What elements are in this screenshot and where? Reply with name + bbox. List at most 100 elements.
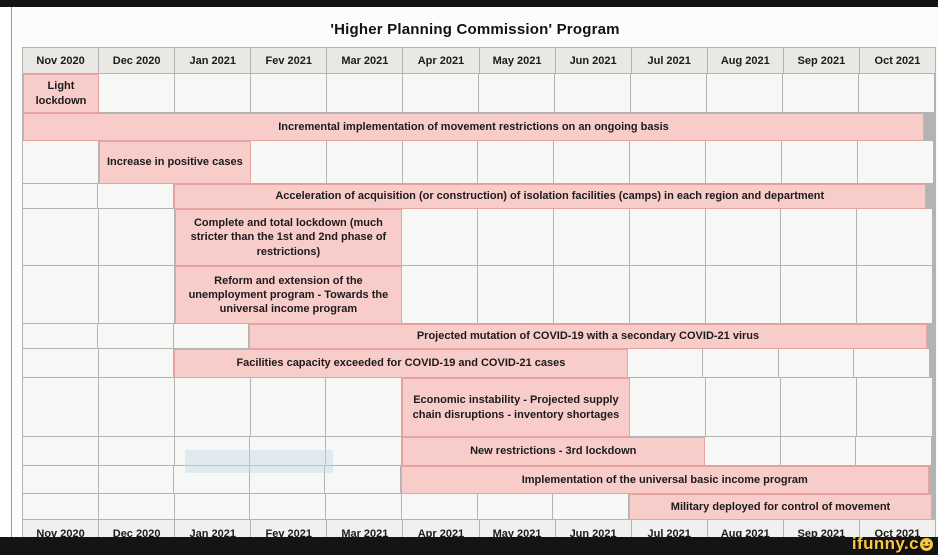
gantt-row: New restrictions - 3rd lockdown bbox=[23, 437, 936, 466]
gantt-cell bbox=[98, 437, 175, 466]
month-header: Mar 2021 bbox=[327, 48, 404, 74]
gantt-row: Military deployed for control of movemen… bbox=[23, 494, 936, 520]
gantt-cell bbox=[250, 378, 327, 437]
gantt-cell bbox=[250, 141, 327, 184]
gantt-cell bbox=[629, 378, 706, 437]
gantt-cell bbox=[934, 141, 936, 184]
gantt-cell bbox=[932, 437, 933, 466]
gantt-cell bbox=[23, 349, 99, 378]
gantt-bar-label: Projected mutation of COVID-19 with a se… bbox=[416, 330, 760, 343]
gantt-row: Incremental implementation of movement r… bbox=[23, 113, 936, 141]
gantt-cell bbox=[98, 324, 174, 349]
gantt-bar: Light lockdown bbox=[23, 74, 99, 113]
gantt-cell bbox=[553, 494, 629, 520]
gantt-cell bbox=[934, 437, 935, 466]
gantt-cell bbox=[925, 113, 926, 141]
gantt-cell bbox=[933, 437, 934, 466]
gantt-cell bbox=[249, 466, 325, 494]
gantt-cell bbox=[781, 266, 858, 324]
ifunny-watermark-text: ifunny.c bbox=[851, 534, 919, 553]
gantt-cell bbox=[707, 74, 783, 113]
gantt-cell bbox=[856, 437, 932, 466]
gantt-cell bbox=[934, 184, 935, 209]
gantt-cell bbox=[23, 184, 99, 209]
gantt-cell bbox=[930, 184, 931, 209]
gantt-cell bbox=[932, 494, 933, 520]
gantt-row: Reform and extension of the unemployment… bbox=[23, 266, 936, 324]
gantt-cell bbox=[98, 494, 175, 520]
gantt-cell bbox=[928, 184, 929, 209]
gantt-cell bbox=[780, 437, 857, 466]
gantt-cell bbox=[23, 209, 99, 266]
gantt-cell bbox=[402, 141, 479, 184]
gantt-cell bbox=[174, 494, 251, 520]
gantt-cell bbox=[23, 324, 99, 349]
gantt-cell bbox=[325, 466, 401, 494]
gantt-cell bbox=[781, 209, 858, 266]
month-header: Jul 2021 bbox=[631, 48, 708, 74]
gantt-bar-label: Reform and extension of the unemployment… bbox=[188, 274, 389, 316]
gantt-cell bbox=[630, 141, 707, 184]
month-header: Nov 2020 bbox=[23, 48, 100, 74]
gantt-bar-label: Military deployed for control of movemen… bbox=[670, 500, 891, 513]
gantt-cell bbox=[23, 266, 99, 324]
gantt-bar: Implementation of the universal basic in… bbox=[400, 466, 929, 494]
gantt-cell bbox=[927, 113, 928, 141]
gantt-row: Acceleration of acquisition (or construc… bbox=[23, 184, 936, 209]
gantt-bar: Facilities capacity exceeded for COVID-1… bbox=[174, 349, 628, 378]
gantt-cell bbox=[627, 349, 704, 378]
gantt-cell bbox=[553, 209, 630, 266]
gantt-row: Increase in positive cases bbox=[23, 141, 936, 184]
month-header: Oct 2021 bbox=[859, 48, 936, 74]
gantt-cell bbox=[929, 324, 930, 349]
gantt-cell bbox=[924, 113, 925, 141]
gantt-bar: Reform and extension of the unemployment… bbox=[174, 266, 403, 324]
gantt-cell bbox=[99, 74, 175, 113]
smiley-icon bbox=[920, 537, 933, 551]
gantt-cell bbox=[326, 437, 402, 466]
gantt-cell bbox=[479, 74, 555, 113]
gantt-cell bbox=[705, 266, 782, 324]
gantt-cell bbox=[934, 209, 935, 266]
gantt-cell bbox=[934, 466, 935, 494]
gantt-bar-label: Complete and total lockdown (much strict… bbox=[190, 217, 387, 258]
gantt-cell bbox=[927, 324, 928, 349]
gantt-cell bbox=[778, 349, 855, 378]
gantt-bar-label: Economic instability - Projected supply … bbox=[412, 394, 620, 421]
ifunny-watermark: ifunny.c bbox=[852, 534, 933, 554]
gantt-cell bbox=[98, 378, 175, 437]
gantt-cell bbox=[930, 349, 931, 378]
faint-watermark bbox=[185, 450, 333, 473]
page: 'Higher Planning Commission' Program Nov… bbox=[11, 7, 938, 555]
gantt-cell bbox=[631, 74, 707, 113]
gantt-cell bbox=[934, 266, 935, 324]
gantt-cell bbox=[175, 74, 251, 113]
gantt-cell bbox=[478, 266, 554, 324]
gantt-cell bbox=[933, 466, 934, 494]
gantt-bar: Incremental implementation of movement r… bbox=[23, 113, 924, 141]
gantt-cell bbox=[327, 74, 403, 113]
gantt-cell bbox=[857, 209, 933, 266]
gantt-cell bbox=[250, 494, 326, 520]
gantt-bar: Economic instability - Projected supply … bbox=[402, 378, 630, 437]
gantt-cell bbox=[934, 324, 935, 349]
gantt-cell bbox=[326, 141, 403, 184]
gantt-cell bbox=[326, 494, 402, 520]
gantt-cell bbox=[783, 74, 859, 113]
gantt-cell bbox=[857, 266, 933, 324]
gantt-cell bbox=[928, 324, 929, 349]
gantt-cell bbox=[250, 437, 326, 466]
month-header: May 2021 bbox=[479, 48, 556, 74]
month-header: Sep 2021 bbox=[783, 48, 860, 74]
gantt-bar: Military deployed for control of movemen… bbox=[629, 494, 932, 520]
gantt-cell bbox=[98, 466, 174, 494]
gantt-cell bbox=[98, 266, 175, 324]
gantt-table: Nov 2020 Dec 2020 Jan 2021 Fev 2021 Mar 2021… bbox=[22, 47, 936, 542]
gantt-cell bbox=[478, 141, 555, 184]
gantt-cell bbox=[930, 324, 931, 349]
gantt-cell bbox=[703, 349, 779, 378]
gantt-row: Implementation of the universal basic in… bbox=[23, 466, 936, 494]
gantt-cell bbox=[251, 74, 327, 113]
gantt-cell bbox=[934, 349, 935, 378]
gantt-cell bbox=[933, 209, 934, 266]
